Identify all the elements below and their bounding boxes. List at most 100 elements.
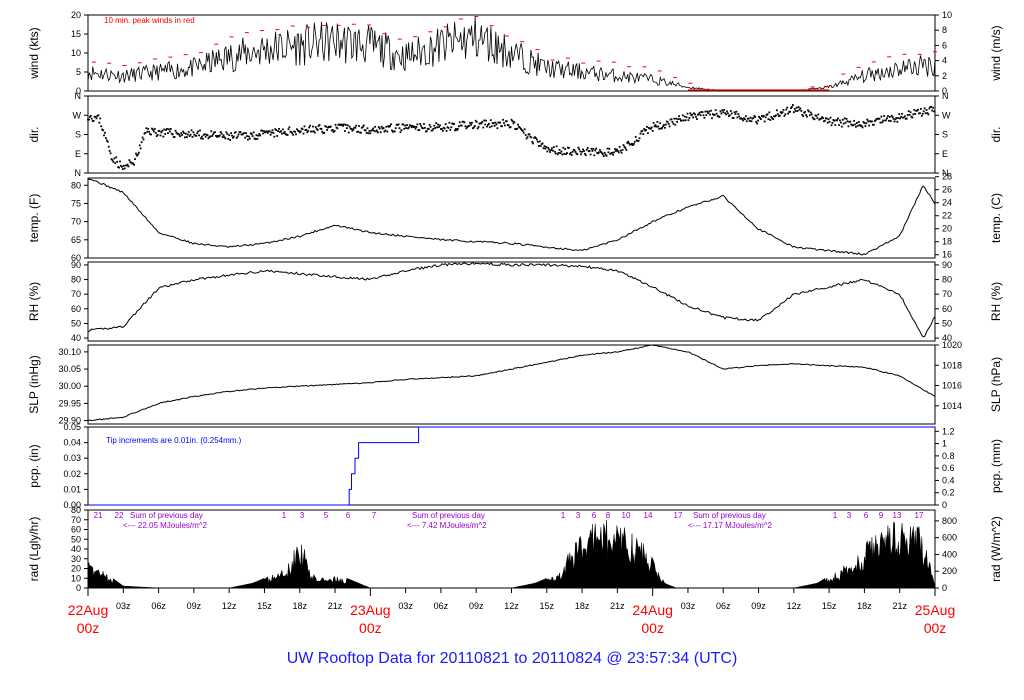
dir-point [141,136,144,139]
dir-point [688,117,691,119]
dir-point [527,133,530,136]
dir-point [473,125,476,127]
dir-point [381,127,384,130]
dir-point [488,126,491,129]
dir-point [565,153,567,156]
dir-point [695,118,698,120]
dir-point [316,129,319,131]
dir-point [477,125,480,128]
dir-point [359,131,361,134]
slp-right-tick-label: 1016 [942,381,962,391]
dir-point [576,153,579,156]
dir-point [102,129,104,132]
dir-point [112,160,115,163]
dir-point [367,132,370,135]
rh-left-axis-label: RH (%) [27,282,41,321]
dir-point [360,126,363,129]
dir-point [803,111,806,114]
dir-point [150,133,152,136]
dir-point [594,149,597,152]
dir-point [694,113,696,116]
temp-right-tick-label: 24 [942,198,952,208]
dir-point [796,110,799,112]
dir-point [670,118,673,121]
dir-point [709,113,711,116]
dir-point [584,152,586,155]
dir-point [312,130,315,133]
dir-point [714,109,717,112]
dir-point [790,107,792,109]
dir-point [231,134,233,137]
rh-right-tick-label: 90 [942,260,952,270]
dir-point [170,132,173,135]
dir-point [377,126,380,129]
dir-point [761,115,764,118]
dir-point [466,126,469,128]
dir-point [163,128,166,131]
dir-point [214,131,216,134]
dir-point [908,113,911,116]
rad-left-axis-label: rad (Lgly/hr) [27,517,41,582]
dir-point [728,114,731,117]
dir-point [783,114,786,117]
wind-peak-note: 10 min. peak winds in red [104,16,195,25]
dir-point [241,133,244,136]
dir-point [584,154,587,157]
dir-point [518,125,520,128]
rh-right-tick-label: 40 [942,333,952,343]
dir-point [115,156,118,159]
dir-point [701,111,704,114]
dir-point [669,118,672,121]
dir-point [447,127,450,129]
dir-point [779,111,782,114]
dir-point [434,127,437,129]
dir-point [425,130,428,132]
rad-mj-label: <--- 22.05 MJoules/m^2 [123,521,208,530]
dir-point [630,143,632,146]
dir-point [557,152,560,154]
dir-point [366,127,369,130]
dir-point [550,149,552,152]
dir-point [394,127,397,130]
dir-point [97,114,100,117]
dir-point [596,151,599,154]
dir-point [87,118,89,121]
dir-point [391,129,393,132]
dir-point [397,123,400,126]
dir-point [203,133,206,136]
dir-point [134,158,136,160]
dir-point [152,130,155,133]
dir-point [662,125,664,128]
dir-point [266,132,269,134]
dir-point [125,164,128,167]
dir-point [650,126,653,129]
dir-point [671,120,674,123]
dir-point [469,122,471,124]
dir-point [235,137,238,139]
dir-point [720,112,723,115]
dir-point [571,150,574,153]
dir-point [455,127,457,130]
dir-point [763,120,766,123]
rad-right-tick-label: 400 [942,549,957,559]
dir-point [267,130,270,133]
dir-point [438,126,440,128]
dir-point [116,160,119,163]
dir-point [224,137,227,140]
dir-point [682,119,685,122]
dir-point [616,148,618,151]
dir-point [583,150,585,152]
dir-point [195,134,198,137]
dir-point [756,122,759,125]
dir-point [762,115,765,117]
dir-point [264,131,266,134]
dir-point [119,160,121,163]
dir-point [631,142,633,145]
dir-point [749,116,752,119]
dir-point [344,130,346,132]
rad-hour-mark: 3 [847,511,852,520]
dir-point [889,120,892,122]
dir-point [388,125,391,128]
dir-point [758,115,760,118]
